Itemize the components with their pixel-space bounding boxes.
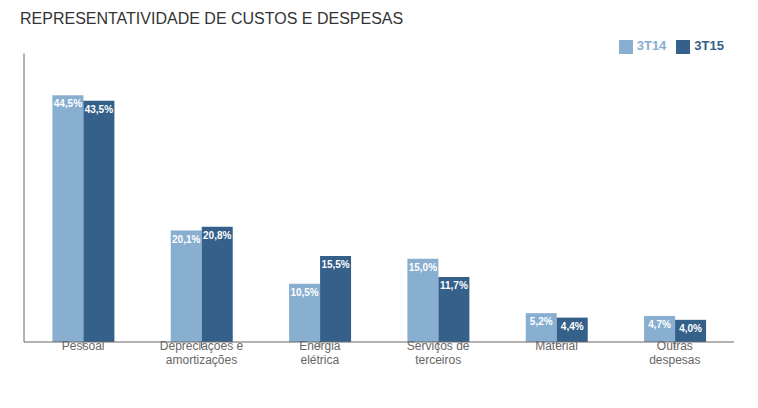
svg-text:11,7%: 11,7%: [440, 280, 468, 291]
svg-text:5,2%: 5,2%: [530, 316, 553, 327]
svg-text:10,5%: 10,5%: [290, 287, 318, 298]
svg-text:Depreciações eamortizações: Depreciações eamortizações: [160, 339, 244, 367]
html-text:3T15: 3T15: [694, 38, 724, 53]
svg-text:Serviços deterceiros: Serviços deterceiros: [407, 339, 470, 367]
svg-text:Outrasdespesas: Outrasdespesas: [649, 339, 700, 367]
svg-text:43,5%: 43,5%: [85, 104, 113, 115]
svg-text:Pessoal: Pessoal: [62, 339, 105, 353]
svg-text:44,5%: 44,5%: [54, 98, 82, 109]
svg-text:Material: Material: [535, 339, 578, 353]
svg-text:20,1%: 20,1%: [172, 234, 200, 245]
svg-text:Energiaelétrica: Energiaelétrica: [299, 339, 341, 367]
svg-text:4,7%: 4,7%: [648, 319, 671, 330]
svg-text:15,5%: 15,5%: [321, 259, 349, 270]
html-text:REPRESENTATIVIDADE DE CUSTOS E: REPRESENTATIVIDADE DE CUSTOS E DESPESAS: [20, 10, 404, 27]
svg-text:20,8%: 20,8%: [203, 230, 231, 241]
svg-text:15,0%: 15,0%: [409, 262, 437, 273]
svg-text:4,0%: 4,0%: [679, 323, 702, 334]
svg-text:4,4%: 4,4%: [561, 321, 584, 332]
html-text:3T14: 3T14: [636, 38, 667, 53]
